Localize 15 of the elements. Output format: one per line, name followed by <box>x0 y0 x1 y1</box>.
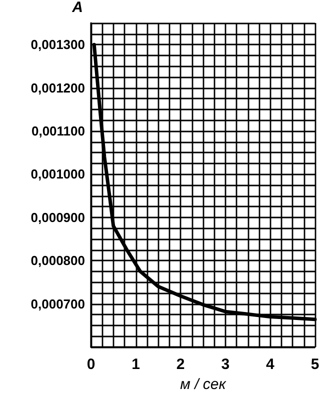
y-tick-label: 0,001000 <box>30 166 85 182</box>
x-axis-title: м / сек <box>180 376 227 393</box>
x-tick-label: 5 <box>310 356 320 373</box>
y-tick-label: 0,000900 <box>30 210 85 225</box>
y-tick-label: 0,000800 <box>30 253 85 268</box>
y-tick-label: 0,001200 <box>30 80 85 96</box>
x-tick-label: 1 <box>132 356 140 373</box>
x-tick-label: 0 <box>86 356 96 373</box>
y-tick-label: 0,000700 <box>30 296 85 312</box>
x-tick-label: 3 <box>221 356 230 373</box>
y-tick-label: 0,001300 <box>30 37 85 52</box>
y-tick-label: 0,001100 <box>31 124 85 138</box>
y-axis-title: A <box>71 0 83 16</box>
x-tick-label: 4 <box>266 356 276 373</box>
x-tick-label: 2 <box>176 356 185 373</box>
